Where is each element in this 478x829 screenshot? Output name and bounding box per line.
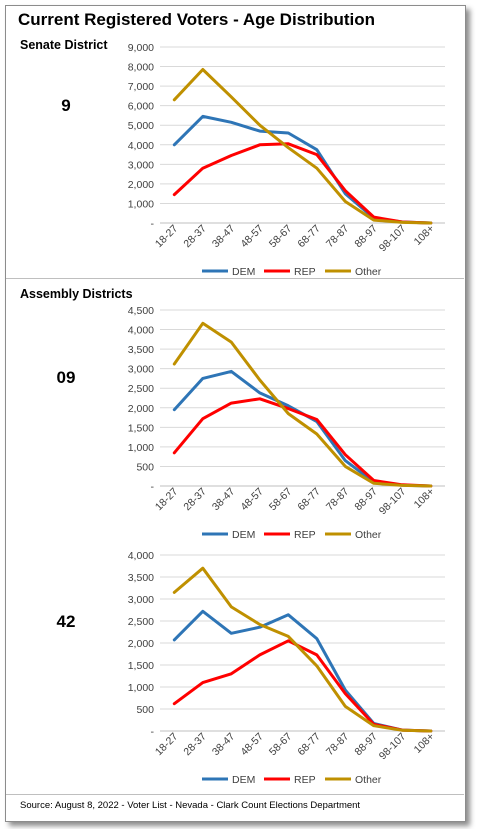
source-note: Source: August 8, 2022 - Voter List - Ne… xyxy=(20,800,361,811)
series-line-rep xyxy=(172,639,433,733)
report-frame xyxy=(5,5,466,822)
y-tick-label: - xyxy=(151,218,155,230)
footer-divider xyxy=(6,794,464,795)
y-tick-label: 5,000 xyxy=(128,120,154,132)
y-tick-label: 500 xyxy=(136,704,154,716)
series-line-other xyxy=(172,566,433,733)
legend-label-other: Other xyxy=(355,266,382,278)
x-tick-label: 28-37 xyxy=(181,486,209,514)
x-tick-label: 48-57 xyxy=(238,223,266,251)
x-tick-label: 68-77 xyxy=(295,731,323,759)
legend-label-rep: REP xyxy=(294,529,316,541)
x-tick-label: 38-47 xyxy=(210,223,238,251)
x-tick-label: 98-107 xyxy=(377,223,409,255)
assembly-district-09-chart: - 500 1,000 1,500 2,000 2,500 3,000 3,500 4,000 4… xyxy=(128,305,445,541)
series-line-dem xyxy=(172,609,433,733)
y-tick-label: 4,500 xyxy=(128,305,154,317)
x-tick-label: 68-77 xyxy=(295,223,323,251)
y-tick-label: 2,500 xyxy=(128,383,154,395)
legend-label-rep: REP xyxy=(294,266,316,278)
series-line-rep xyxy=(172,397,433,488)
assembly-districts-label: Assembly Districts xyxy=(20,287,133,301)
y-tick-label: 3,000 xyxy=(128,159,154,171)
y-tick-label: - xyxy=(151,726,155,738)
y-tick-label: 9,000 xyxy=(128,42,154,54)
y-tick-label: 1,500 xyxy=(128,422,154,434)
series-line-dem xyxy=(172,114,433,225)
x-tick-label: 58-67 xyxy=(267,223,295,251)
senate-district-9-chart: - 1,000 2,000 3,000 4,000 5,000 6,000 7,000 8,00… xyxy=(128,42,445,278)
y-tick-label: 8,000 xyxy=(128,62,154,74)
y-tick-label: 2,500 xyxy=(128,616,154,628)
y-tick-label: 500 xyxy=(136,461,154,473)
x-tick-label: 48-57 xyxy=(238,486,266,514)
y-tick-label: 1,000 xyxy=(128,198,154,210)
y-tick-label: 2,000 xyxy=(128,179,154,191)
legend-label-dem: DEM xyxy=(232,774,255,786)
x-tick-label: 18-27 xyxy=(153,223,181,251)
series-line-rep xyxy=(172,142,433,225)
y-tick-label: 3,500 xyxy=(128,344,154,356)
assembly-district-42-number: 42 xyxy=(56,612,76,631)
y-tick-label: 1,000 xyxy=(128,442,154,454)
x-tick-label: 98-107 xyxy=(377,731,409,763)
x-tick-label: 18-27 xyxy=(153,731,181,759)
x-tick-label: 78-87 xyxy=(324,223,352,251)
x-tick-label: 98-107 xyxy=(377,486,409,518)
x-tick-label: 108+ xyxy=(412,731,437,756)
legend-label-dem: DEM xyxy=(232,529,255,541)
assembly-district-42-chart: - 500 1,000 1,500 2,000 2,500 3,000 3,500 4,000 1… xyxy=(128,550,445,786)
x-tick-label: 58-67 xyxy=(267,486,295,514)
y-tick-label: 4,000 xyxy=(128,550,154,562)
senate-district-number: 9 xyxy=(61,96,71,115)
x-tick-label: 28-37 xyxy=(181,731,209,759)
x-tick-label: 68-77 xyxy=(295,486,323,514)
x-tick-label: 28-37 xyxy=(181,223,209,251)
y-tick-label: 4,000 xyxy=(128,325,154,337)
y-tick-label: 2,000 xyxy=(128,638,154,650)
y-tick-label: 2,000 xyxy=(128,403,154,415)
x-tick-label: 78-87 xyxy=(324,731,352,759)
x-tick-label: 108+ xyxy=(412,223,437,248)
x-tick-label: 78-87 xyxy=(324,486,352,514)
x-tick-label: 38-47 xyxy=(210,486,238,514)
y-tick-label: 3,000 xyxy=(128,364,154,376)
page-title: Current Registered Voters - Age Distribu… xyxy=(18,10,376,29)
series-line-other xyxy=(172,321,433,488)
y-tick-label: 1,500 xyxy=(128,660,154,672)
x-tick-label: 18-27 xyxy=(153,486,181,514)
x-tick-label: 38-47 xyxy=(210,731,238,759)
legend-label-other: Other xyxy=(355,774,382,786)
senate-district-label: Senate District xyxy=(20,38,108,52)
y-tick-label: 4,000 xyxy=(128,140,154,152)
legend-label-dem: DEM xyxy=(232,266,255,278)
assembly-district-09-number: 09 xyxy=(56,368,76,387)
y-tick-label: 3,500 xyxy=(128,572,154,584)
x-tick-label: 108+ xyxy=(412,486,437,511)
series-line-other xyxy=(172,68,433,225)
y-tick-label: 7,000 xyxy=(128,81,154,93)
y-tick-label: 6,000 xyxy=(128,101,154,113)
section-divider xyxy=(6,278,464,279)
legend-label-other: Other xyxy=(355,529,382,541)
y-tick-label: 1,000 xyxy=(128,682,154,694)
y-tick-label: 3,000 xyxy=(128,594,154,606)
x-tick-label: 58-67 xyxy=(267,731,295,759)
y-tick-label: - xyxy=(151,481,155,493)
legend-label-rep: REP xyxy=(294,774,316,786)
x-tick-label: 48-57 xyxy=(238,731,266,759)
